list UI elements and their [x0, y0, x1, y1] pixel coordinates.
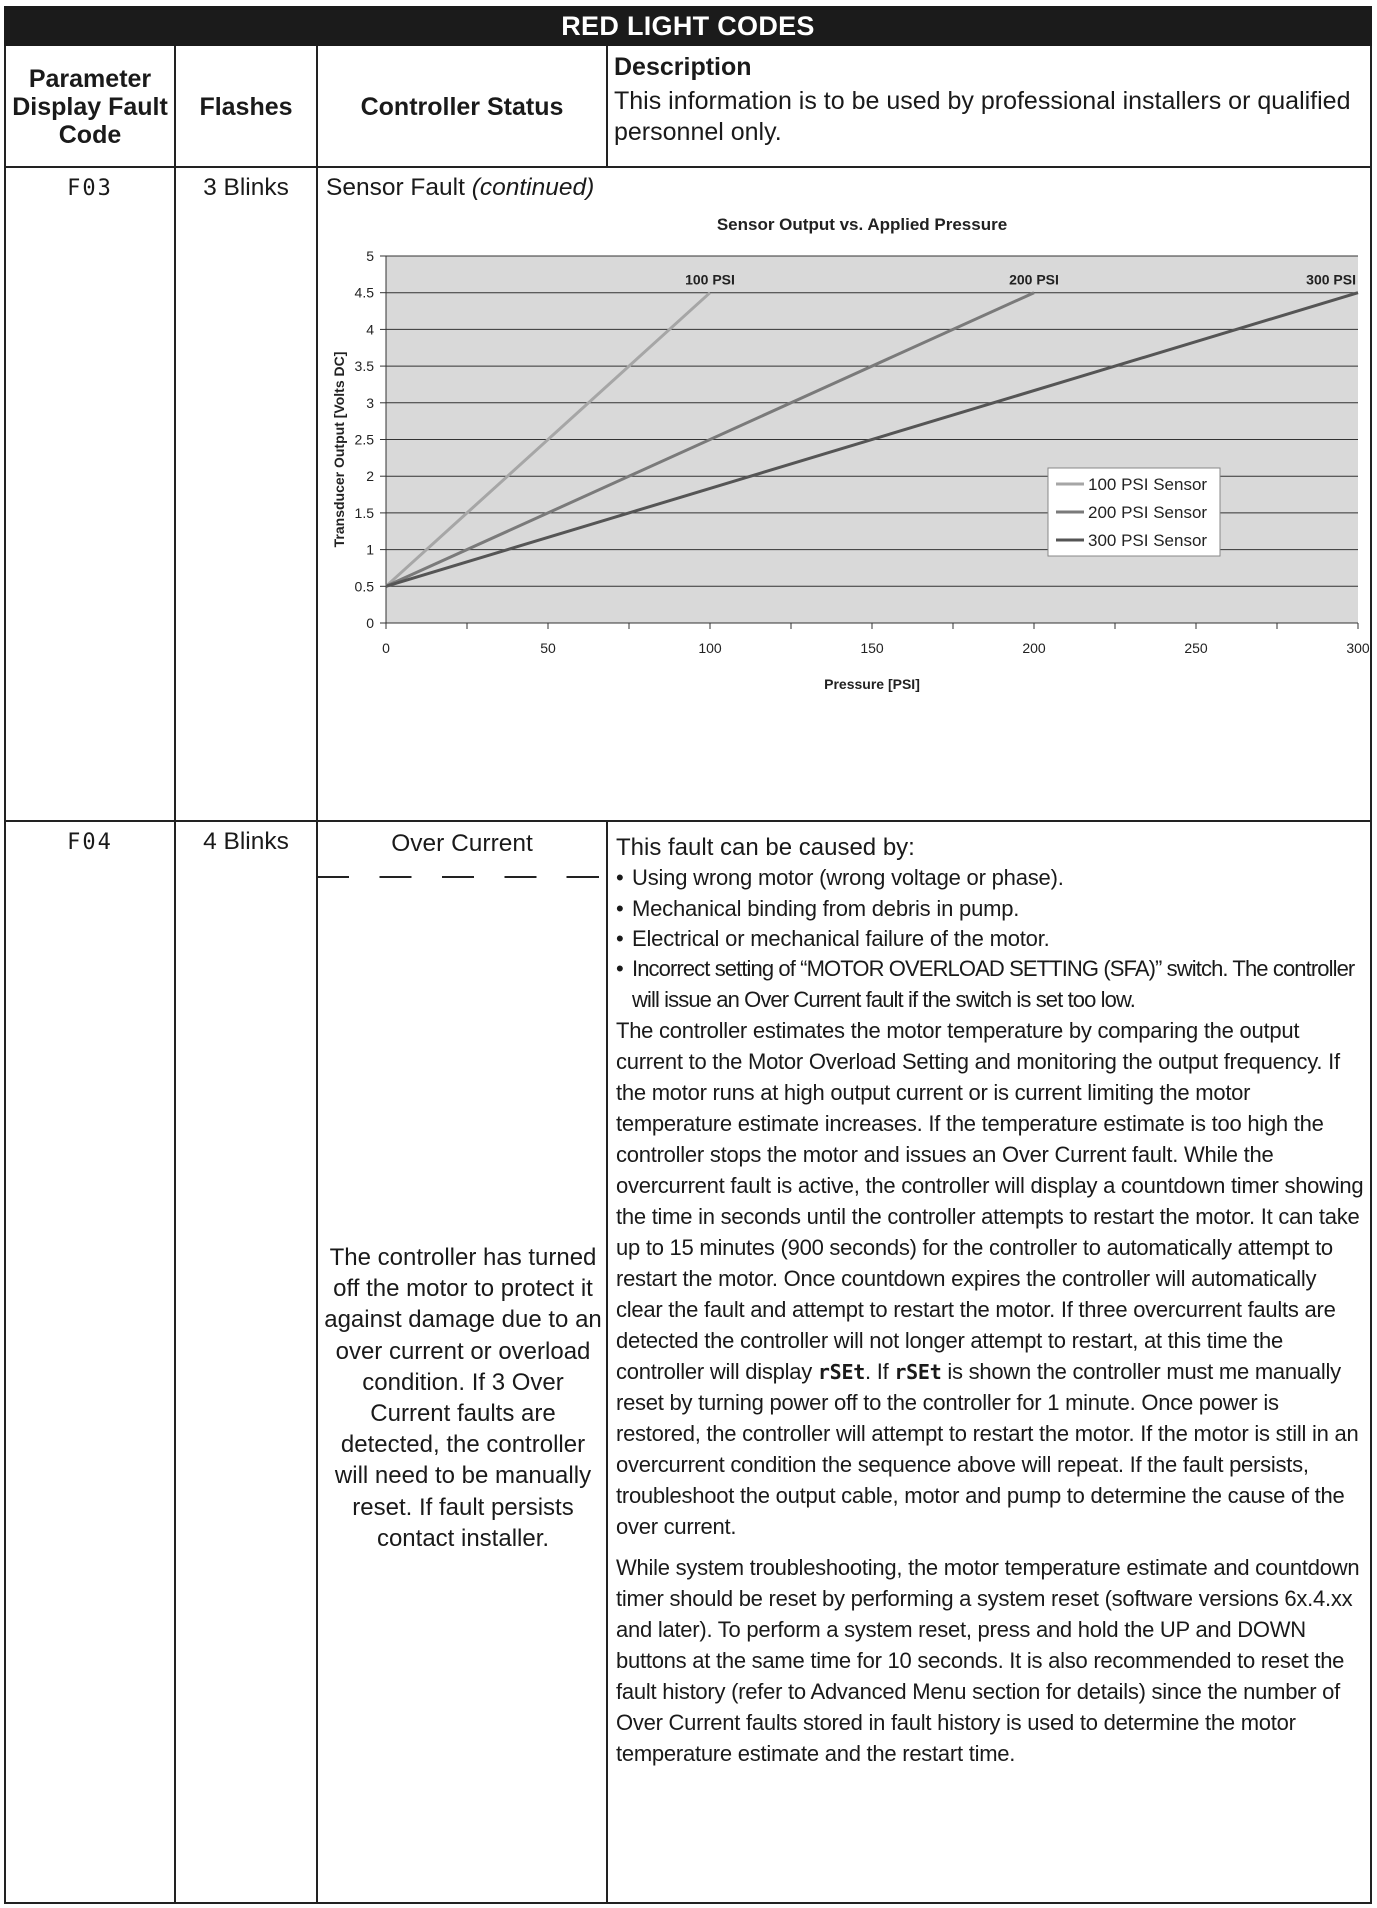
sensor-output-chart: 0 50 100 150 200 250 300 0 0.5 1 1.5 2 2.5 3 3.5 4 4.5 5 1…: [318, 216, 1370, 801]
row-f03-bottom-rule: [4, 820, 1372, 822]
series-line: [385, 291, 1035, 588]
list-item: Mechanical binding from debris in pump.: [616, 894, 1366, 925]
series-end-labels: 100 PSI 200 PSI 300 PSI: [685, 272, 1356, 288]
y-tick-label: 1.5: [355, 505, 375, 521]
reset-code-display: rSEt: [817, 1360, 866, 1385]
f04-paragraph-2: While system troubleshooting, the motor …: [616, 1555, 1360, 1767]
y-axis-label: Transducer Output [Volts DC]: [331, 352, 347, 548]
y-tick-label: 3.5: [355, 358, 375, 374]
f04-cause-intro: This fault can be caused by:: [616, 834, 915, 861]
f03-status-label: Sensor Fault: [326, 174, 465, 201]
series-line: [384, 291, 712, 588]
legend-entry: 100 PSI Sensor: [1088, 475, 1207, 494]
f03-status: Sensor Fault (continued): [326, 172, 1226, 204]
column-divider-2: [316, 46, 318, 1904]
table-title: RED LIGHT CODES: [4, 6, 1372, 46]
paragraph-text: The controller estimates the motor tempe…: [616, 1017, 1364, 1385]
f04-cause-list: Using wrong motor (wrong voltage or phas…: [616, 863, 1366, 1015]
x-tick-label: 150: [860, 640, 884, 656]
series-line: [385, 291, 1359, 588]
f04-flashes: 4 Blinks: [203, 828, 289, 855]
y-tick-label: 0.5: [355, 578, 375, 594]
header-description: Description This information is to be us…: [614, 52, 1364, 164]
x-tick-label: 200: [1022, 640, 1046, 656]
x-axis-ticks: 0 50 100 150 200 250 300: [382, 623, 1370, 656]
legend-entry: 200 PSI Sensor: [1088, 503, 1207, 522]
header-controller-status: Controller Status: [360, 93, 564, 121]
series-lines: [384, 291, 1359, 588]
x-tick-label: 300: [1346, 640, 1370, 656]
y-tick-label: 3: [366, 395, 374, 411]
f03-flashes: 3 Blinks: [203, 174, 289, 201]
y-tick-label: 2.5: [355, 432, 375, 448]
f03-fault-code: F03: [67, 176, 113, 201]
series-end-label: 200 PSI: [1009, 272, 1059, 288]
header-fault-code: Parameter Display Fault Code: [12, 65, 168, 149]
y-tick-label: 1: [366, 542, 374, 558]
chart-title: Sensor Output vs. Applied Pressure: [717, 216, 1007, 234]
y-tick-label: 5: [366, 248, 374, 264]
y-axis-ticks: 0 0.5 1 1.5 2 2.5 3 3.5 4 4.5 5: [355, 248, 386, 631]
list-item: Using wrong motor (wrong voltage or phas…: [616, 863, 1366, 894]
header-description-body: This information is to be used by profes…: [614, 87, 1351, 147]
x-tick-label: 50: [540, 640, 556, 656]
f04-paragraph-1: The controller estimates the motor tempe…: [616, 1015, 1366, 1542]
f03-status-suffix: (continued): [471, 174, 595, 201]
list-item: Electrical or mechanical failure of the …: [616, 924, 1366, 955]
status-divider: [318, 876, 606, 878]
column-divider-1: [174, 46, 176, 1904]
y-tick-label: 2: [366, 468, 374, 484]
x-axis-label: Pressure [PSI]: [824, 676, 920, 692]
header-flashes: Flashes: [199, 93, 293, 121]
column-divider-3-header: [606, 46, 608, 166]
x-tick-label: 0: [382, 640, 390, 656]
legend-entry: 300 PSI Sensor: [1088, 531, 1207, 550]
chart-body: 0 50 100 150 200 250 300 0 0.5 1 1.5 2 2.5 3 3.5 4 4.5 5 1…: [331, 216, 1370, 692]
header-description-title: Description: [614, 53, 752, 81]
f04-status: Over Current: [391, 830, 533, 857]
series-end-label: 100 PSI: [685, 272, 735, 288]
f04-fault-code: F04: [67, 830, 113, 855]
y-tick-label: 4.5: [355, 285, 375, 301]
f04-description: This fault can be caused by: Using wrong…: [616, 832, 1366, 1769]
list-item: Incorrect setting of “MOTOR OVERLOAD SET…: [616, 954, 1366, 1015]
paragraph-text: is shown the controller must me manually…: [616, 1359, 1359, 1540]
column-divider-3-f04: [606, 821, 608, 1904]
y-tick-label: 4: [366, 321, 374, 337]
f04-status-detail: The controller has turned off the motor …: [324, 1244, 602, 1552]
paragraph-text: . If: [865, 1359, 895, 1385]
y-tick-label: 0: [366, 615, 374, 631]
x-tick-label: 100: [698, 640, 722, 656]
red-light-codes-table: RED LIGHT CODES Parameter Display Fault …: [4, 6, 1372, 1904]
x-tick-label: 250: [1184, 640, 1208, 656]
header-bottom-rule: [4, 166, 1372, 168]
reset-code-display: rSEt: [894, 1360, 942, 1385]
series-end-label: 300 PSI: [1306, 272, 1356, 288]
chart-legend: 100 PSI Sensor 200 PSI Sensor 300 PSI Sens…: [1047, 467, 1221, 557]
